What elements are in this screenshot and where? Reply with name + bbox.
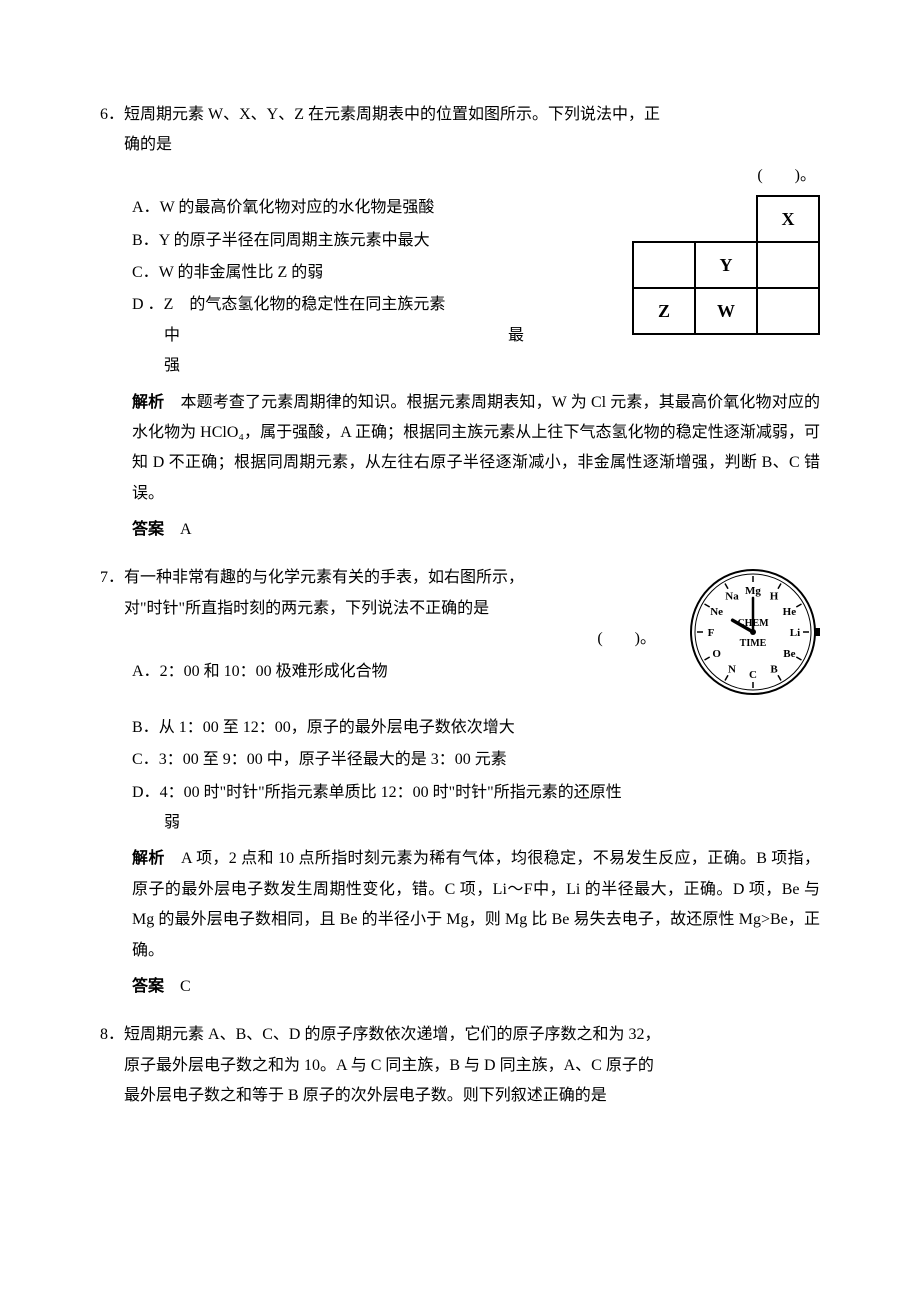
- q6-number: 6．: [100, 100, 124, 161]
- pt-cell-z: Z: [633, 288, 695, 334]
- q8-stem-line3: 最外层电子数之和等于 B 原子的次外层电子数。则下列叙述正确的是: [124, 1081, 820, 1111]
- q8-stem-line2: 原子最外层电子数之和为 10。A 与 C 同主族，B 与 D 同主族，A、C 原…: [124, 1051, 820, 1081]
- question-7: MgHHeLiBeBCNOFNeNaCHEMTIME 7． 有一种非常有趣的与化…: [100, 563, 820, 1002]
- q7-stem-line2: 对"时针"所直指时刻的两元素，下列说法不正确的是: [124, 594, 676, 624]
- svg-text:Be: Be: [783, 648, 795, 660]
- choice-label: B．: [132, 232, 159, 249]
- periodic-mini-table: X Y Z W: [632, 195, 820, 335]
- choice-label: A．: [132, 663, 160, 680]
- choice-text: 中: [164, 321, 180, 351]
- q6-paren: ( )。: [100, 161, 820, 191]
- pt-empty-cell: [633, 242, 695, 288]
- choice-text: 从 1：00 至 12：00，原子的最外层电子数依次增大: [159, 719, 515, 736]
- q6-explanation: 解析 本题考查了元素周期律的知识。根据元素周期表知，W 为 Cl 元素，其最高价…: [100, 388, 820, 510]
- svg-text:He: He: [783, 606, 797, 618]
- choice-text: W 的非金属性比 Z 的弱: [159, 264, 324, 281]
- q7-number: 7．: [100, 563, 124, 654]
- q7-body: 有一种非常有趣的与化学元素有关的手表，如右图所示， 对"时针"所直指时刻的两元素…: [124, 563, 676, 654]
- answer-label: 答案: [132, 978, 164, 995]
- choice-label: D ．: [132, 296, 164, 313]
- choice-label: B．: [132, 719, 159, 736]
- svg-text:C: C: [749, 669, 757, 681]
- pt-empty-cell: [757, 242, 819, 288]
- svg-text:N: N: [728, 664, 736, 676]
- choice-label: C．: [132, 264, 159, 281]
- choice-text: W 的最高价氧化物对应的水化物是强酸: [160, 199, 435, 216]
- explanation-text: A 项，2 点和 10 点所指时刻元素为稀有气体，均很稳定，不易发生反应，正确。…: [132, 850, 820, 958]
- answer-text: C: [180, 978, 191, 995]
- question-6: 6． 短周期元素 W、X、Y、Z 在元素周期表中的位置如图所示。下列说法中，正 …: [100, 100, 820, 545]
- choice-text: 2：00 和 10：00 极难形成化合物: [160, 663, 388, 680]
- pt-empty-cell: [695, 196, 757, 242]
- choice-label: D．: [132, 784, 160, 801]
- svg-text:Li: Li: [790, 627, 800, 639]
- pt-cell-x: X: [757, 196, 819, 242]
- q7-choice-c: C．3：00 至 9：00 中，原子半径最大的是 3：00 元素: [132, 745, 820, 775]
- choice-text: 最: [508, 321, 524, 351]
- q8-stem-line1: 短周期元素 A、B、C、D 的原子序数依次递增，它们的原子序数之和为 32，: [124, 1020, 820, 1050]
- choice-text: Y 的原子半径在同周期主族元素中最大: [159, 232, 430, 249]
- svg-text:B: B: [770, 664, 778, 676]
- svg-text:Na: Na: [725, 591, 739, 603]
- q7-paren: ( )。: [124, 624, 676, 654]
- q7-choice-d: D．4：00 时"时针"所指元素单质比 12：00 时"时针"所指元素的还原性 …: [132, 778, 820, 839]
- q8-number: 8．: [100, 1020, 124, 1111]
- q7-stem-line1: 有一种非常有趣的与化学元素有关的手表，如右图所示，: [124, 563, 676, 593]
- pt-cell-w: W: [695, 288, 757, 334]
- pt-empty-cell: [633, 196, 695, 242]
- choice-label: A．: [132, 199, 160, 216]
- choice-text: 强: [132, 351, 820, 381]
- svg-text:H: H: [770, 591, 779, 603]
- choice-text: 3：00 至 9：00 中，原子半径最大的是 3：00 元素: [159, 751, 507, 768]
- q8-stem: 8． 短周期元素 A、B、C、D 的原子序数依次递增，它们的原子序数之和为 32…: [100, 1020, 820, 1111]
- answer-label: 答案: [132, 521, 164, 538]
- q7-clock-figure: MgHHeLiBeBCNOFNeNaCHEMTIME: [686, 565, 820, 710]
- q7-explanation: 解析 A 项，2 点和 10 点所指时刻元素为稀有气体，均很稳定，不易发生反应，…: [100, 844, 820, 966]
- q7-stem: 7． 有一种非常有趣的与化学元素有关的手表，如右图所示， 对"时针"所直指时刻的…: [100, 563, 676, 654]
- q6-body: 短周期元素 W、X、Y、Z 在元素周期表中的位置如图所示。下列说法中，正 确的是: [124, 100, 820, 161]
- q7-answer: 答案 C: [100, 972, 820, 1002]
- choice-text: Z 的气态氢化物的稳定性在同主族元素: [164, 296, 446, 313]
- element-clock-icon: MgHHeLiBeBCNOFNeNaCHEMTIME: [686, 565, 820, 699]
- svg-text:TIME: TIME: [740, 638, 767, 649]
- svg-text:F: F: [708, 627, 715, 639]
- q6-stem: 6． 短周期元素 W、X、Y、Z 在元素周期表中的位置如图所示。下列说法中，正 …: [100, 100, 820, 161]
- q8-body: 短周期元素 A、B、C、D 的原子序数依次递增，它们的原子序数之和为 32， 原…: [124, 1020, 820, 1111]
- question-8: 8． 短周期元素 A、B、C、D 的原子序数依次递增，它们的原子序数之和为 32…: [100, 1020, 820, 1111]
- q6-periodic-fragment: X Y Z W: [632, 195, 820, 335]
- q7-choice-b: B．从 1：00 至 12：00，原子的最外层电子数依次增大: [132, 713, 820, 743]
- choice-text: 4：00 时"时针"所指元素单质比 12：00 时"时针"所指元素的还原性: [160, 784, 622, 801]
- pt-empty-cell: [757, 288, 819, 334]
- pt-cell-y: Y: [695, 242, 757, 288]
- q6-answer: 答案 A: [100, 515, 820, 545]
- explanation-label: 解析: [132, 394, 164, 411]
- choice-label: C．: [132, 751, 159, 768]
- q6-stem-line1: 短周期元素 W、X、Y、Z 在元素周期表中的位置如图所示。下列说法中，正: [124, 100, 820, 130]
- svg-text:O: O: [712, 648, 721, 660]
- svg-text:Mg: Mg: [745, 585, 761, 597]
- explanation-text: 本题考查了元素周期律的知识。根据元素周期表知，W 为 Cl 元素，其最高价氧化物…: [132, 394, 820, 502]
- svg-text:Ne: Ne: [710, 606, 723, 618]
- answer-text: A: [180, 521, 192, 538]
- q6-stem-line2: 确的是: [124, 130, 820, 160]
- explanation-label: 解析: [132, 850, 165, 867]
- choice-text: 弱: [132, 808, 820, 838]
